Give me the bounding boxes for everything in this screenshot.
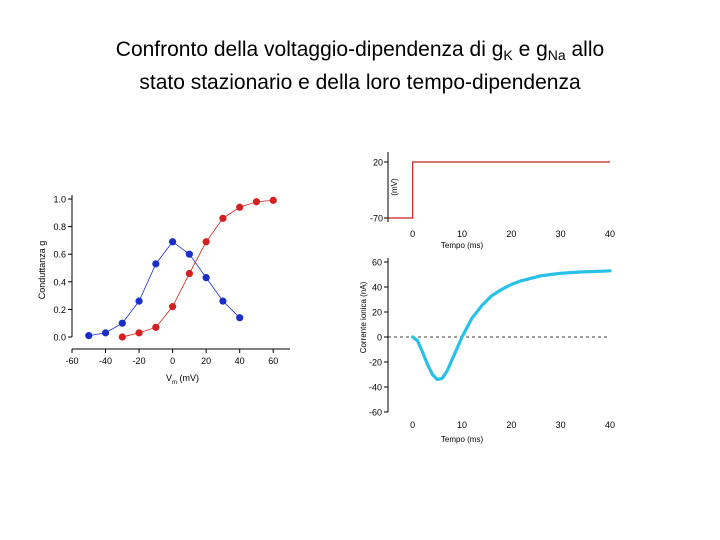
slide-title: Confronto della voltaggio-dipendenza di … — [0, 36, 720, 97]
data-point — [219, 297, 227, 305]
x-tick-label: 40 — [605, 229, 615, 239]
y-tick-label: 60 — [372, 258, 382, 268]
y-axis-label: (mV) — [390, 178, 399, 196]
series-line-1 — [122, 199, 274, 338]
data-point — [185, 250, 193, 258]
y-tick-label: 20 — [372, 308, 382, 318]
data-point — [152, 323, 160, 331]
data-point — [219, 214, 227, 222]
x-axis-label: Vm (mV) — [166, 373, 199, 386]
x-tick-label: 0 — [410, 229, 415, 239]
voltage-step-chart: -70 20 0 10 20 30 40 Tempo (ms) (mV) — [370, 152, 615, 250]
series-line-0 — [88, 241, 240, 337]
y-tick-label: 0.2 — [53, 305, 66, 315]
x-tick-label: 40 — [605, 420, 615, 430]
title-line-2: stato stazionario e della loro tempo-dip… — [139, 71, 581, 94]
ionic-current-chart: -60 -40 -20 0 20 40 60 0 10 20 30 40 Tempo (ms) Corre… — [359, 258, 615, 445]
data-point — [269, 196, 277, 204]
x-tick-label: 10 — [457, 420, 467, 430]
data-point — [169, 238, 177, 246]
y-tick-label: -20 — [369, 358, 382, 368]
x-tick-label: 20 — [506, 420, 516, 430]
data-point — [202, 274, 210, 282]
x-tick-label: 20 — [201, 356, 211, 366]
x-tick-label: 0 — [410, 420, 415, 430]
y-tick-label: 1.0 — [53, 195, 66, 205]
data-point — [202, 238, 210, 246]
x-tick-label: -60 — [65, 356, 78, 366]
y-axis-label: Conduttanza g — [37, 241, 47, 300]
title-line-1: Confronto della voltaggio-dipendenza di … — [115, 38, 605, 63]
y-tick-label: 40 — [372, 283, 382, 293]
y-axis-label: Corrente ionica (nA) — [359, 281, 368, 353]
data-point — [236, 314, 244, 322]
x-tick-label: 30 — [556, 420, 566, 430]
x-tick-label: 40 — [235, 356, 245, 366]
data-point — [118, 333, 126, 341]
data-point — [101, 329, 110, 337]
data-point — [85, 332, 93, 340]
ionic-current-trace — [411, 269, 612, 382]
y-tick-label: 0.6 — [53, 250, 66, 260]
data-point — [236, 203, 244, 211]
x-axis-label: Tempo (ms) — [441, 241, 484, 250]
x-tick-label: 20 — [506, 229, 516, 239]
data-point — [169, 303, 177, 311]
data-point — [252, 198, 261, 206]
x-axis-label: Tempo (ms) — [441, 435, 484, 444]
conductance-chart: 0.0 0.2 0.4 0.6 0.8 1.0 -60 -40 -20 0 20 40 60 Condut… — [37, 195, 290, 386]
x-tick-label: 0 — [170, 356, 175, 366]
x-tick-label: 60 — [268, 356, 278, 366]
y-tick-label: -70 — [370, 214, 383, 224]
x-tick-label: 10 — [457, 229, 467, 239]
y-tick-label: 0.4 — [53, 277, 66, 287]
x-tick-label: -20 — [133, 356, 146, 366]
y-tick-label: -40 — [369, 383, 382, 393]
y-tick-label: 0.8 — [53, 222, 66, 232]
data-point — [135, 329, 143, 337]
x-tick-label: 30 — [556, 229, 566, 239]
y-tick-label: 20 — [373, 158, 383, 168]
data-point — [118, 319, 126, 327]
voltage-step-trace — [388, 161, 610, 219]
data-point — [185, 269, 193, 278]
x-tick-label: -40 — [99, 356, 112, 366]
y-tick-label: 0.0 — [53, 333, 66, 343]
data-point — [135, 297, 143, 305]
y-tick-label: -60 — [369, 408, 382, 418]
y-tick-label: 0 — [377, 333, 382, 343]
data-point — [152, 260, 160, 268]
